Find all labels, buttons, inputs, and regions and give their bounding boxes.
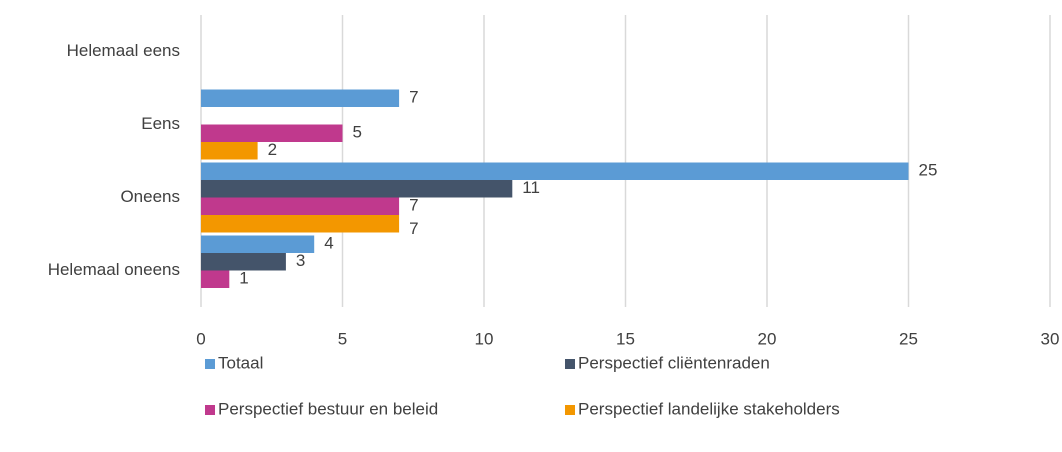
bar — [201, 253, 286, 271]
data-label: 3 — [296, 251, 305, 270]
data-label: 1 — [239, 269, 248, 288]
legend-label: Perspectief cliëntenraden — [578, 353, 770, 372]
legend-label: Totaal — [218, 353, 263, 372]
legend-swatch — [205, 405, 215, 415]
bar — [201, 197, 400, 215]
legend-swatch — [565, 405, 575, 415]
x-tick-label: 30 — [1041, 329, 1060, 348]
data-label: 7 — [409, 219, 418, 238]
bar — [201, 215, 400, 233]
x-tick-label: 25 — [899, 329, 918, 348]
x-tick-label: 20 — [758, 329, 777, 348]
legend-label: Perspectief landelijke stakeholders — [578, 399, 840, 418]
legend-swatch — [565, 359, 575, 369]
legend-label: Perspectief bestuur en beleid — [218, 399, 438, 418]
legend-swatch — [205, 359, 215, 369]
bar — [201, 89, 400, 107]
data-label: 25 — [919, 161, 938, 180]
bar — [201, 124, 343, 142]
x-tick-label: 15 — [616, 329, 635, 348]
data-label: 7 — [409, 88, 418, 107]
bar — [201, 235, 315, 253]
y-tick-label: Helemaal oneens — [48, 260, 180, 279]
y-tick-label: Eens — [141, 114, 180, 133]
y-tick-label: Oneens — [120, 187, 180, 206]
x-tick-label: 10 — [475, 329, 494, 348]
x-tick-label: 5 — [338, 329, 347, 348]
data-label: 11 — [522, 178, 540, 197]
bar — [201, 162, 909, 180]
bar — [201, 270, 230, 288]
data-label: 7 — [409, 196, 418, 215]
data-label: 5 — [353, 123, 362, 142]
bar — [201, 180, 513, 198]
y-tick-label: Helemaal eens — [67, 41, 180, 60]
data-label: 2 — [268, 140, 277, 159]
data-label: 4 — [324, 234, 333, 253]
x-tick-label: 0 — [196, 329, 205, 348]
bar — [201, 142, 258, 160]
